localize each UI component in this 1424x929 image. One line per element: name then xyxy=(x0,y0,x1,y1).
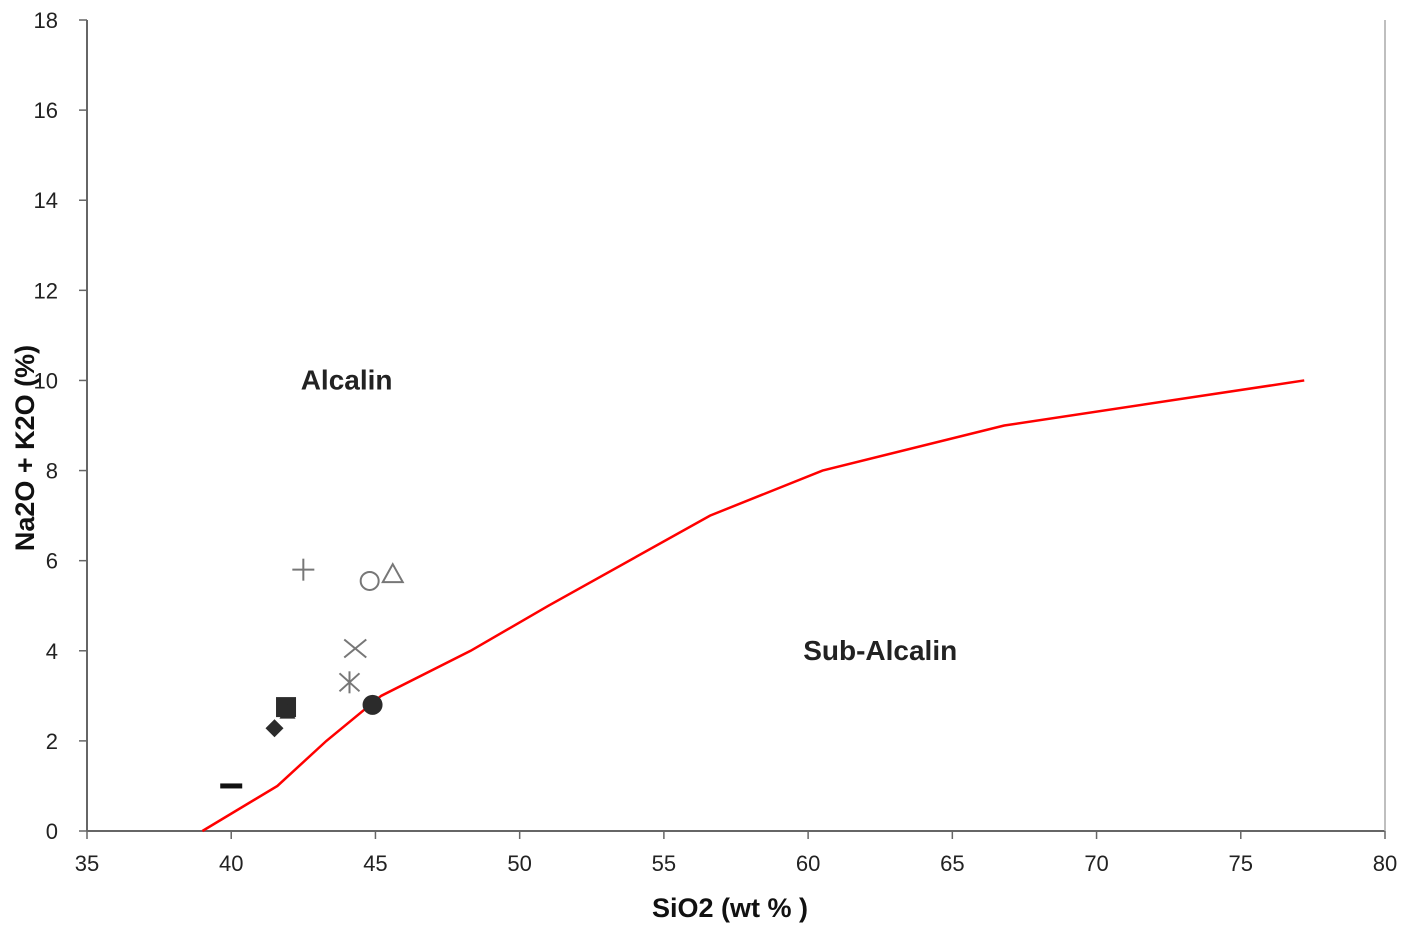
data-point-asterisk xyxy=(338,671,361,694)
plot-frame xyxy=(86,20,1386,832)
y-tick-label: 2 xyxy=(46,729,58,754)
y-axis: 0 2 4 6 8 10 12 14 16 18 xyxy=(34,8,87,844)
x-tick-label: 40 xyxy=(219,851,243,876)
y-tick-label: 16 xyxy=(34,98,58,123)
region-label-alcalin: Alcalin xyxy=(301,364,393,395)
data-point-triangle-open xyxy=(381,562,405,584)
x-tick-label: 80 xyxy=(1373,851,1397,876)
y-axis-title: Na2O + K2O (%) xyxy=(10,345,40,551)
alkaline-subalkaline-boundary-line xyxy=(201,379,1305,833)
region-label-sub-alcalin: Sub-Alcalin xyxy=(803,635,957,666)
x-tick-label: 60 xyxy=(796,851,820,876)
x-tick-label: 45 xyxy=(363,851,387,876)
data-point-dash xyxy=(220,783,243,789)
y-tick-label: 18 xyxy=(34,8,58,33)
region-labels: Alcalin Sub-Alcalin xyxy=(301,364,958,665)
data-point-circle-filled xyxy=(362,694,383,715)
data-point-diamond-filled xyxy=(265,719,284,738)
data-point-circle-open xyxy=(359,570,380,591)
y-tick-label: 6 xyxy=(46,549,58,574)
x-tick-label: 70 xyxy=(1084,851,1108,876)
data-point-plus xyxy=(292,558,315,581)
x-tick-label: 50 xyxy=(507,851,531,876)
data-point-triangle-filled xyxy=(279,704,296,719)
y-tick-label: 4 xyxy=(46,639,58,664)
data-points xyxy=(220,558,405,789)
y-tick-label: 0 xyxy=(46,819,58,844)
x-tick-label: 35 xyxy=(75,851,99,876)
y-tick-label: 10 xyxy=(34,368,58,393)
x-axis: 35 40 45 50 55 60 65 70 75 80 xyxy=(75,831,1397,876)
y-tick-label: 12 xyxy=(34,278,58,303)
x-tick-label: 75 xyxy=(1229,851,1253,876)
y-tick-label: 14 xyxy=(34,188,58,213)
y-tick-label: 8 xyxy=(46,459,58,484)
x-tick-label: 55 xyxy=(652,851,676,876)
x-tick-label: 65 xyxy=(940,851,964,876)
data-point-x xyxy=(343,638,367,659)
x-axis-title: SiO2 (wt % ) xyxy=(652,893,808,923)
